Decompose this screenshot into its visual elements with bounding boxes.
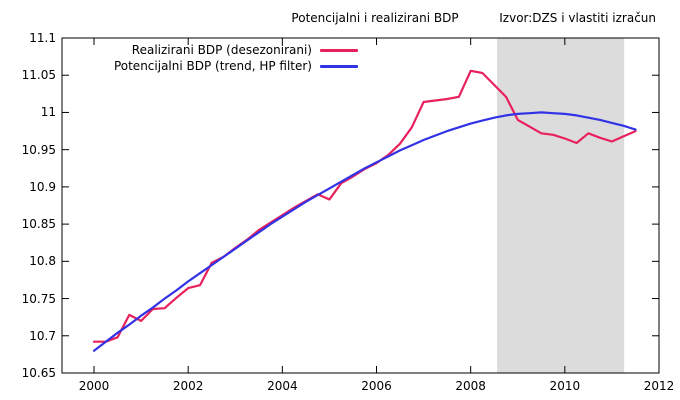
- chart-legend: Realizirani BDP (desezonirani) Potencija…: [0, 43, 358, 73]
- legend-label-realized: Realizirani BDP (desezonirani): [131, 43, 312, 57]
- recession-band: [497, 38, 625, 373]
- y-tick-label: 11: [40, 105, 56, 120]
- legend-row-realized: Realizirani BDP (desezonirani): [0, 43, 358, 57]
- y-tick-label: 10.8: [29, 254, 56, 269]
- y-tick-label: 11.1: [29, 31, 56, 45]
- y-tick-label: 10.7: [29, 328, 56, 343]
- potential-gdp-line: [92, 111, 637, 352]
- chart-title: Potencijalni i realizirani BDP: [291, 11, 459, 25]
- x-tick-label: 2004: [267, 379, 298, 393]
- y-tick-label: 10.65: [21, 366, 56, 380]
- plot-border: [61, 37, 660, 374]
- x-tick-label: 2008: [455, 379, 486, 393]
- legend-line-sample-realized: [320, 48, 358, 52]
- y-tick-label: 11.05: [21, 68, 56, 83]
- legend-label-potential: Potencijalni BDP (trend, HP filter): [113, 59, 312, 73]
- legend-line-sample-potential: [320, 64, 358, 68]
- x-tick-label: 2010: [549, 379, 581, 393]
- legend-row-potential: Potencijalni BDP (trend, HP filter): [0, 59, 358, 73]
- y-tick-label: 10.75: [21, 291, 56, 306]
- x-tick-label: 2006: [361, 379, 392, 393]
- y-tick-label: 10.9: [29, 179, 56, 194]
- x-tick-label: 2002: [172, 379, 204, 393]
- x-tick-label: 2012: [643, 379, 675, 393]
- y-tick-label: 10.85: [21, 217, 56, 232]
- chart-source-note: Izvor:DZS i vlastiti izračun: [499, 11, 656, 25]
- x-tick-label: 2000: [78, 379, 110, 393]
- y-tick-label: 10.95: [21, 142, 56, 157]
